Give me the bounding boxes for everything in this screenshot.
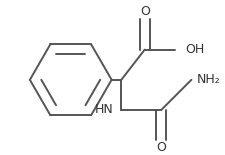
- Text: O: O: [156, 141, 165, 154]
- Text: HN: HN: [94, 103, 113, 116]
- Text: NH₂: NH₂: [196, 73, 220, 86]
- Text: O: O: [139, 5, 149, 18]
- Text: OH: OH: [185, 43, 204, 56]
